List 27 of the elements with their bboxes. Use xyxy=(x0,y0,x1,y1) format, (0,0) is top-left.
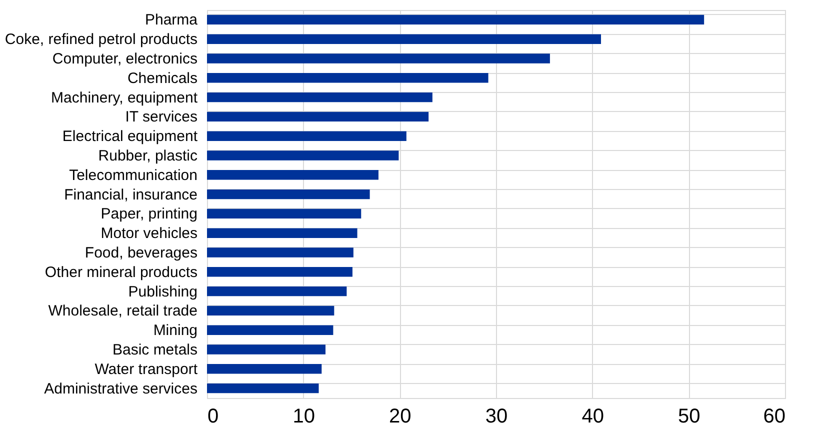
x-tick-label: 50 xyxy=(678,406,700,428)
x-tick-label: 40 xyxy=(582,406,604,428)
y-tick-label: Other mineral products xyxy=(44,264,198,281)
x-tick-label: 20 xyxy=(389,406,412,428)
y-tick-label: Mining xyxy=(153,322,198,340)
y-tick-label: Coke, refined petrol products xyxy=(4,31,198,48)
x-tick-label: 60 xyxy=(763,406,786,428)
x-tick-label: 0 xyxy=(208,406,219,428)
y-tick-label: Electrical equipment xyxy=(62,128,198,146)
y-tick-label: Paper, printing xyxy=(100,206,198,223)
y-tick-label: Computer, electronics xyxy=(52,50,198,68)
y-tick-label: Machinery, equipment xyxy=(51,89,198,106)
y-tick-label: Pharma xyxy=(144,12,198,29)
x-tick-label: 10 xyxy=(292,406,315,428)
y-tick-label: Telecommunication xyxy=(69,166,198,184)
y-tick-label: Publishing xyxy=(128,283,198,300)
y-tick-label: Rubber, plastic xyxy=(98,148,198,164)
y-tick-label: Motor vehicles xyxy=(100,225,198,242)
y-tick-label: Water transport xyxy=(94,360,198,378)
y-tick-label: Administrative services xyxy=(44,380,198,398)
y-tick-label: IT services xyxy=(125,108,198,126)
x-tick-label: 30 xyxy=(485,406,508,428)
y-tick-label: Basic metals xyxy=(112,342,198,358)
y-tick-label: Food, beverages xyxy=(84,244,198,262)
y-tick-label: Financial, insurance xyxy=(64,186,198,204)
y-tick-label: Wholesale, retail trade xyxy=(48,302,198,320)
y-tick-label: Chemicals xyxy=(127,70,198,87)
